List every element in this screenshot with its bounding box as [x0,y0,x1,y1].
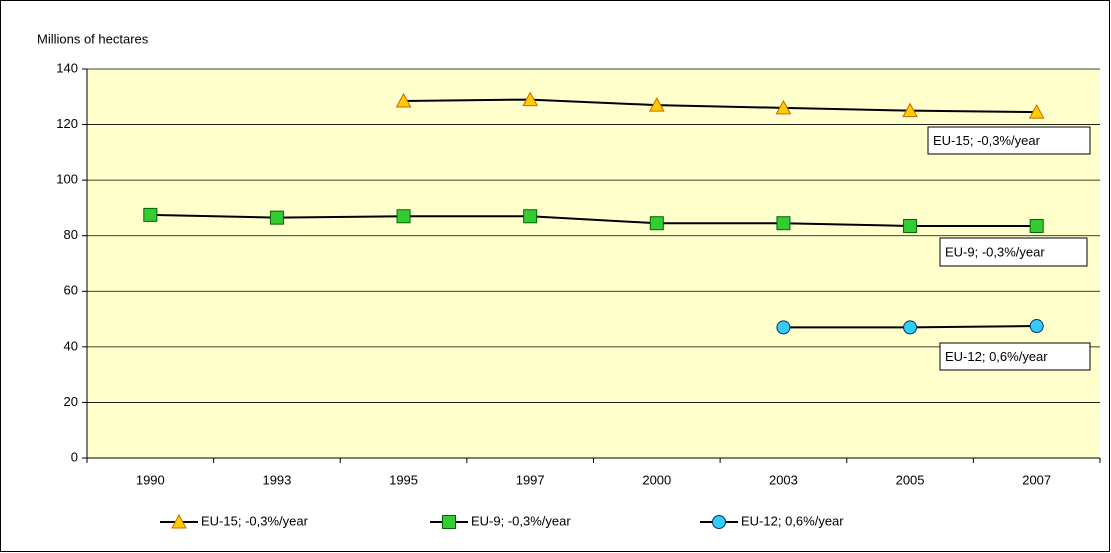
annotation: EU-9; -0,3%/year [945,244,1045,259]
x-tick-label: 1993 [262,472,291,487]
y-tick-label: 100 [56,172,78,187]
x-tick-label: 2000 [642,472,671,487]
marker [396,209,411,224]
marker [903,218,918,233]
marker [523,209,538,224]
marker [776,320,791,335]
marker [902,102,918,118]
y-tick-label: 20 [64,394,78,409]
series-line [150,213,1037,227]
marker [1028,104,1045,119]
annotation: EU-12; 0,6%/year [945,349,1048,364]
marker [395,92,412,108]
marker [649,216,664,231]
annotation-box [939,237,1088,267]
legend-label: EU-15; -0,3%/year [201,513,309,528]
x-tick-label: 1990 [136,472,165,487]
legend-label: EU-12; 0,6%/year [741,513,844,528]
marker [776,216,791,231]
marker [143,207,158,222]
marker [648,97,665,112]
legend-label: EU-9; -0,3%/year [471,513,571,528]
annotation: EU-15; -0,3%/year [933,133,1041,148]
marker [269,210,284,225]
x-tick-label: 2007 [1022,472,1051,487]
annotation-box [939,342,1091,371]
y-tick-label: 140 [56,60,78,75]
y-tick-label: 40 [64,338,78,353]
legend-item: EU-15; -0,3%/year [160,513,309,529]
y-tick-label: 80 [64,227,78,242]
marker [903,320,918,335]
y-axis-title: Millions of hectares [37,31,149,46]
y-tick-label: 60 [64,283,78,298]
marker [775,99,792,115]
legend-marker [442,515,456,529]
x-tick-label: 2003 [769,472,798,487]
legend-marker [712,515,726,529]
y-tick-label: 0 [71,449,78,464]
marker [1029,218,1044,233]
legend-marker [171,513,187,529]
series-line [403,98,1037,114]
marker [522,91,539,107]
x-tick-label: 2005 [896,472,925,487]
annotation-box [927,126,1091,155]
x-tick-label: 1995 [389,472,418,487]
legend-item: EU-12; 0,6%/year [700,513,844,529]
marker [1029,319,1044,334]
x-tick-label: 1997 [516,472,545,487]
y-tick-label: 120 [56,116,78,131]
legend-item: EU-9; -0,3%/year [430,513,571,529]
